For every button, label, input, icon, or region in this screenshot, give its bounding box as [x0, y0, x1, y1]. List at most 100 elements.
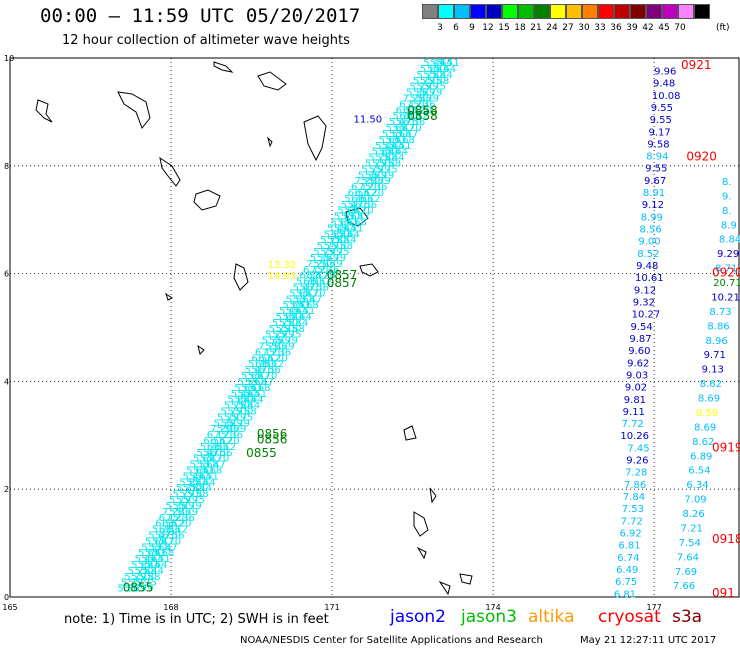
east-track-value: 7.72	[621, 516, 643, 527]
scale-swatch	[486, 4, 502, 19]
jason3-value: 6.56	[210, 448, 232, 459]
jason3-value: 5.79	[124, 572, 146, 583]
east-track-value: 9.87	[629, 334, 651, 345]
island-outline	[345, 207, 369, 227]
legend-altika: altika	[528, 607, 575, 627]
jason3-value: 5.79	[221, 418, 243, 429]
jason3-value: 5.47	[204, 460, 226, 471]
jason3-value: 5.64	[190, 471, 212, 482]
jason3-value: 5.70	[255, 371, 277, 382]
jason3-value: 5.88	[179, 477, 201, 488]
jason3-value: 6.56	[348, 188, 370, 199]
jason3-value: 7.20	[310, 265, 332, 276]
jason3-value: 5.36	[165, 501, 187, 512]
jason3-value: 5.70	[200, 442, 222, 453]
map-frame	[9, 57, 740, 598]
jason3-value: 5.64	[282, 300, 304, 311]
jason3-value: 5.47	[396, 129, 418, 140]
east-track-value: 8.62	[700, 379, 722, 390]
jason3-value: 5.51	[337, 218, 359, 229]
island-outline	[429, 487, 437, 504]
jason3-value: 6.12	[355, 188, 377, 199]
east-track-value: 6.34	[686, 480, 708, 491]
jason3-value: 5.36	[358, 170, 380, 181]
jason3-value: 5.88	[420, 64, 442, 75]
scale-label: 39	[626, 23, 638, 33]
east-track-value: 9.48	[636, 261, 658, 272]
jason3-value: 5.51	[389, 141, 411, 152]
jason3-value: 7.20	[358, 182, 380, 193]
east-track-value: 9.81	[624, 395, 646, 406]
jason3-value: 6.56	[259, 365, 281, 376]
jason3-value: 5.44	[183, 471, 205, 482]
jason3-value: 6.56	[355, 200, 377, 211]
lat-lon-grid	[9, 57, 740, 598]
jason3-value: 6.12	[214, 442, 236, 453]
jason3-value: 5.79	[176, 507, 198, 518]
east-track-value: 9.11	[623, 407, 645, 418]
jason3-track: 5.365.795.795.795.795.755.795.755.885.75…	[117, 58, 459, 595]
east-track-value: 7.53	[622, 504, 644, 515]
jason3-value: 5.44	[334, 235, 356, 246]
east-track-value: 9.55	[651, 103, 673, 114]
jason3-value: 6.56	[303, 277, 325, 288]
jason3-value: 5.79	[272, 330, 294, 341]
jason3-value: 5.44	[423, 58, 445, 69]
jason3-value: 6.56	[159, 525, 181, 536]
island-outline	[165, 292, 173, 301]
island-outline	[233, 263, 249, 291]
jason3-value: 5.47	[155, 542, 177, 553]
jason3-value: 5.79	[369, 176, 391, 187]
jason3-value: 6.12	[207, 430, 229, 441]
jason3-value: 6.56	[396, 105, 418, 116]
jason3-value: 5.47	[344, 206, 366, 217]
jason3-time-label: 0857	[327, 276, 358, 290]
jason3-value: 5.79	[131, 584, 153, 595]
legend-jason3: jason3	[461, 607, 517, 627]
jason3-value: 5.88	[379, 158, 401, 169]
jason3-value: 5.75	[179, 489, 201, 500]
jason3-time-label: 0857	[327, 268, 358, 282]
east-track-value: 9.60	[628, 346, 650, 357]
jason3-value: 7.20	[262, 347, 284, 358]
scale-label: 24	[546, 23, 558, 33]
scale-swatch	[534, 4, 550, 19]
jason3-value: 5.68	[393, 135, 415, 146]
jason3-value: 5.51	[193, 466, 215, 477]
jason3-value: 5.88	[324, 229, 346, 240]
east-track-value: 9.03	[626, 370, 648, 381]
jason3-value: 5.36	[362, 176, 384, 187]
jason3-value: 5.51	[386, 135, 408, 146]
east-track-value: 9.12	[634, 285, 656, 296]
scale-label: 42	[642, 23, 654, 33]
jason3-value: 5.70	[396, 117, 418, 128]
east-track-value: 8.94	[646, 152, 668, 163]
jason3-value: 5.44	[138, 560, 160, 571]
jason3-value: 5.51	[334, 212, 356, 223]
east-track-value: 8.99	[641, 212, 663, 223]
jason3-value: 5.88	[234, 406, 256, 417]
jason3-value: 7.20	[169, 519, 191, 530]
jason3-value: 5.75	[372, 158, 394, 169]
jason3-value: 6.56	[155, 519, 177, 530]
jason3-value: 5.75	[324, 241, 346, 252]
jason3-value: 5.47	[148, 530, 170, 541]
scale-label: 9	[469, 23, 475, 33]
jason3-value: 7.20	[210, 424, 232, 435]
scale-label: 36	[610, 23, 622, 33]
jason3-value: 7.20	[214, 430, 236, 441]
jason3-value: 6.12	[406, 111, 428, 122]
legend-s3a: s3a	[672, 607, 703, 627]
jason3-value: 5.70	[348, 200, 370, 211]
jason3-value: 5.79	[413, 88, 435, 99]
jason3-value: 5.64	[286, 306, 308, 317]
jason3-value: 6.12	[159, 513, 181, 524]
east-track-value: 8.56	[640, 225, 662, 236]
jason3-value: 6.56	[251, 353, 273, 364]
track-highlight-value: 13.32	[268, 260, 297, 271]
jason3-value: 5.79	[320, 259, 342, 270]
jason3-value: 5.44	[238, 401, 260, 412]
jason3-value: 5.44	[234, 395, 256, 406]
island-outline	[459, 573, 473, 585]
scale-label: 27	[562, 23, 574, 33]
